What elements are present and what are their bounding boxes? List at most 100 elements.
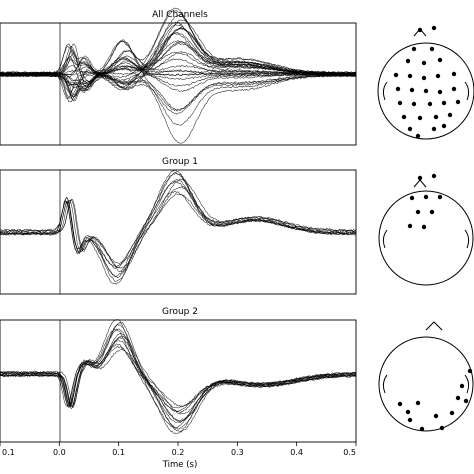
head-nose bbox=[413, 179, 427, 188]
channel-trace bbox=[0, 172, 357, 282]
traces-all-channels bbox=[0, 7, 357, 144]
sensor-dot bbox=[421, 60, 427, 66]
channel-trace bbox=[0, 32, 357, 99]
panel-title-group-2: Group 2 bbox=[162, 307, 198, 317]
panel-group-1: Group 1 bbox=[0, 157, 357, 295]
head-ear-right bbox=[464, 81, 470, 101]
sensors-group-1 bbox=[407, 173, 443, 230]
head-ear-left bbox=[382, 374, 388, 394]
channel-trace bbox=[0, 23, 357, 76]
sensor-dot bbox=[409, 195, 415, 201]
sensor-dot bbox=[411, 101, 417, 107]
sensor-dot bbox=[431, 126, 437, 132]
sensor-dot bbox=[451, 71, 457, 77]
head-map-group-1 bbox=[378, 173, 474, 286]
channel-trace bbox=[0, 21, 357, 92]
channel-trace bbox=[0, 178, 357, 273]
sensor-dot bbox=[421, 224, 427, 230]
head-ear-right bbox=[464, 374, 470, 394]
panel-all-channels: All Channels bbox=[0, 7, 357, 146]
sensor-dot bbox=[415, 400, 421, 406]
channel-trace bbox=[0, 27, 357, 85]
x-tick-label: 0.5 bbox=[343, 448, 356, 457]
channel-trace bbox=[0, 328, 357, 423]
head-outline bbox=[378, 336, 474, 432]
sensor-dot bbox=[439, 425, 445, 431]
head-nose bbox=[425, 321, 443, 331]
sensor-dot bbox=[427, 101, 433, 107]
sensor-dot bbox=[421, 75, 427, 81]
sensor-dot bbox=[407, 417, 413, 423]
plot-frame-group-1 bbox=[0, 169, 357, 295]
channel-trace bbox=[0, 41, 357, 83]
sensor-dot bbox=[463, 398, 469, 404]
channel-trace bbox=[0, 321, 357, 432]
head-map-all-channels bbox=[377, 25, 474, 140]
sensor-dot bbox=[431, 25, 437, 31]
head-ear-left bbox=[382, 229, 388, 249]
sensor-dot bbox=[401, 114, 407, 120]
channel-trace bbox=[0, 10, 357, 79]
head-ear-left bbox=[382, 81, 388, 101]
channel-trace bbox=[0, 335, 357, 415]
x-axis-label: Time (s) bbox=[162, 460, 198, 470]
x-axis: 0.1 0.0 0.1 0.2 0.3 0.4 0.5 bbox=[0, 442, 357, 457]
sensor-dot bbox=[393, 72, 399, 78]
head-outline bbox=[378, 190, 474, 286]
sensor-dot bbox=[419, 426, 425, 432]
sensor-dot bbox=[397, 100, 403, 106]
sensor-dot bbox=[459, 383, 465, 389]
sensor-dot bbox=[451, 86, 457, 92]
plot-frame-group-2 bbox=[0, 319, 357, 443]
panel-title-group-1: Group 1 bbox=[162, 157, 198, 167]
plot-frame-all-channels bbox=[0, 22, 357, 146]
sensor-dot bbox=[423, 88, 429, 94]
channel-trace bbox=[0, 72, 357, 144]
sensor-dot bbox=[449, 410, 455, 416]
sensor-dot bbox=[409, 87, 415, 93]
sensor-dot bbox=[467, 368, 473, 374]
x-tick-label: 0.3 bbox=[231, 448, 244, 457]
sensor-dot bbox=[429, 46, 435, 52]
x-tick-label: 0.2 bbox=[172, 448, 185, 457]
channel-trace bbox=[0, 191, 357, 268]
x-tick-label: 0.1 bbox=[2, 448, 15, 457]
sensor-dot bbox=[429, 209, 435, 215]
head-map-group-2 bbox=[378, 321, 474, 432]
channel-trace bbox=[0, 332, 357, 423]
channel-trace bbox=[0, 7, 357, 100]
channel-trace bbox=[0, 319, 357, 434]
channel-trace bbox=[0, 65, 357, 126]
x-tick-label: 0.4 bbox=[290, 448, 303, 457]
sensor-dot bbox=[431, 173, 437, 179]
sensor-dot bbox=[441, 100, 447, 106]
sensor-dot bbox=[397, 401, 403, 407]
sensor-dot bbox=[433, 114, 439, 120]
sensor-dot bbox=[407, 126, 413, 132]
head-ear-right bbox=[464, 229, 470, 249]
sensor-dot bbox=[423, 194, 429, 200]
sensor-dot bbox=[405, 58, 411, 64]
sensor-dot bbox=[417, 175, 423, 181]
sensor-dot bbox=[455, 99, 461, 105]
channel-trace bbox=[0, 32, 357, 88]
channel-trace bbox=[0, 336, 357, 421]
sensor-dot bbox=[437, 57, 443, 63]
traces-group-2 bbox=[0, 319, 357, 434]
traces-group-1 bbox=[0, 169, 357, 285]
x-tick-label: 0.1 bbox=[112, 448, 125, 457]
panel-group-2: Group 2 bbox=[0, 307, 357, 443]
sensor-dot bbox=[415, 209, 421, 215]
sensor-dot bbox=[433, 413, 439, 419]
sensor-dot bbox=[435, 73, 441, 79]
panel-title-all-channels: All Channels bbox=[152, 10, 208, 20]
sensor-dot bbox=[447, 112, 453, 118]
channel-trace bbox=[0, 27, 357, 89]
sensor-dot bbox=[411, 46, 417, 52]
sensors-all-channels bbox=[393, 25, 461, 139]
sensor-dot bbox=[407, 73, 413, 79]
sensor-dot bbox=[441, 123, 447, 129]
sensor-dot bbox=[395, 86, 401, 92]
sensor-dot bbox=[437, 194, 443, 200]
